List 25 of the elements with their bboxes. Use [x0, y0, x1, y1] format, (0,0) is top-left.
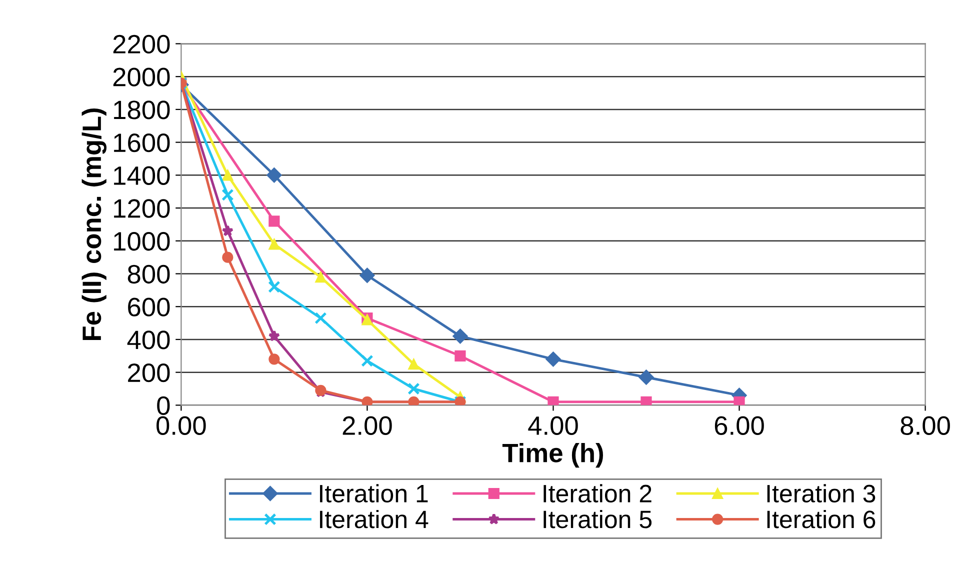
x-tick-label: 2.00 — [342, 416, 392, 435]
legend-label: Iteration 5 — [544, 510, 652, 528]
x-tick-label: 8.00 — [900, 416, 950, 435]
y-tick-label: 800 — [128, 264, 170, 284]
y-tick-label: 1200 — [114, 199, 170, 218]
y-tick-label: 0 — [157, 396, 170, 416]
legend-label: Iteration 1 — [320, 484, 428, 502]
y-tick-label: 1800 — [114, 100, 170, 120]
y-tick-label: 1000 — [114, 232, 170, 251]
y-tick-label: 200 — [128, 363, 170, 382]
y-tick-label: 400 — [127, 330, 170, 350]
legend-label: Iteration 6 — [767, 510, 876, 528]
y-tick-label: 2000 — [113, 68, 170, 86]
x-tick-label: 0.00 — [156, 416, 206, 435]
x-tick-label: 4.00 — [528, 416, 578, 435]
x-axis-title: Time (h) — [502, 442, 603, 468]
legend-label: Iteration 3 — [767, 484, 876, 502]
y-tick-label: 2200 — [113, 34, 170, 54]
y-axis-title: Fe (II) conc. (mg/L) — [82, 108, 106, 340]
y-tick-label: 1600 — [114, 133, 170, 152]
y-tick-label: 1400 — [114, 166, 170, 185]
legend-label: Iteration 2 — [544, 484, 652, 502]
legend-label: Iteration 4 — [320, 510, 428, 528]
x-tick-label: 6.00 — [714, 416, 764, 435]
y-tick-label: 600 — [128, 298, 170, 316]
